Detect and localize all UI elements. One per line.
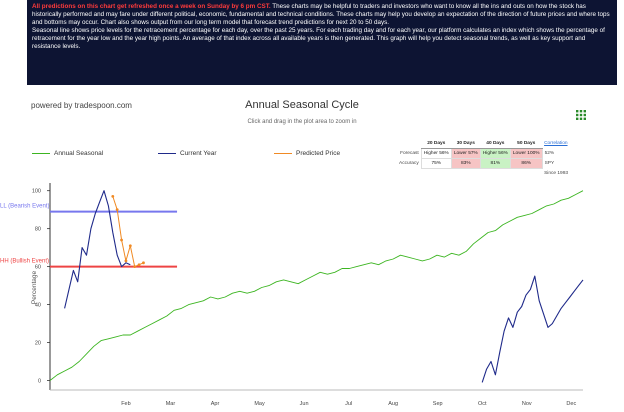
chart-legend: Annual Seasonal Current Year Predicted P… bbox=[30, 150, 390, 160]
x-tick-label: May bbox=[254, 401, 265, 407]
x-tick-label: Jun bbox=[300, 401, 309, 407]
predicted-price-point bbox=[124, 259, 128, 263]
forecast-extra: SPY bbox=[544, 161, 555, 166]
forecast-cell: 81% bbox=[479, 158, 511, 169]
banner-highlight: All predictions on this chart get refres… bbox=[32, 3, 271, 10]
forecast-row-label: Forecast bbox=[400, 151, 419, 156]
bearish-event-label: LL (Bearish Event) bbox=[0, 204, 49, 210]
correlation-link: Correlation bbox=[544, 141, 568, 147]
predicted-price-point bbox=[142, 261, 145, 265]
powered-by-label: powered by tradespoon.com bbox=[31, 101, 132, 110]
forecast-table: 20 Days 30 Days 40 Days 50 Days Correlation F… bbox=[397, 139, 570, 178]
legend-item-predicted[interactable]: Predicted Price bbox=[274, 150, 340, 157]
chart-title: Annual Seasonal Cycle bbox=[245, 99, 359, 111]
banner-text-1: These charts may be helpful to traders a… bbox=[32, 3, 610, 26]
legend-label-predicted: Predicted Price bbox=[296, 150, 341, 157]
x-tick-label: Aug bbox=[388, 401, 398, 407]
predicted-price-point bbox=[128, 244, 132, 248]
x-tick-label: Nov bbox=[522, 401, 532, 407]
forecast-cell: 75% bbox=[420, 158, 452, 169]
current-year-line bbox=[64, 190, 131, 309]
y-tick-label: 60 bbox=[35, 265, 41, 271]
chart-subtitle: Click and drag in the plot area to zoom … bbox=[247, 119, 357, 125]
predicted-price-point bbox=[137, 263, 141, 267]
predicted-price-point bbox=[115, 208, 119, 212]
x-tick-label: Mar bbox=[166, 401, 176, 407]
x-tick-label: Dec bbox=[566, 401, 576, 407]
x-tick-label: Sep bbox=[433, 401, 443, 407]
forecast-row-label: Accuracy bbox=[399, 161, 419, 166]
chart-menu-icon[interactable] bbox=[576, 110, 586, 120]
legend-item-seasonal[interactable]: Annual Seasonal bbox=[32, 150, 103, 157]
banner-text-2: Seasonal line shows price levels for the… bbox=[32, 27, 605, 50]
legend-label-current-year: Current Year bbox=[180, 150, 217, 157]
y-tick-label: 80 bbox=[35, 227, 41, 233]
info-banner: All predictions on this chart get refres… bbox=[27, 0, 617, 85]
bullish-event-label: HH (Bullish Event) bbox=[0, 259, 49, 265]
legend-item-current-year[interactable]: Current Year bbox=[158, 150, 217, 157]
y-tick-label: 40 bbox=[35, 303, 41, 309]
y-tick-label: 100 bbox=[32, 189, 41, 195]
y-axis-title: Percentage bbox=[31, 270, 38, 304]
y-tick-label: 0 bbox=[38, 379, 41, 385]
seasonal-line bbox=[49, 190, 584, 381]
current-year-line bbox=[481, 275, 584, 383]
x-tick-label: Oct bbox=[478, 401, 487, 407]
predicted-price-point bbox=[111, 194, 115, 198]
x-tick-label: Apr bbox=[211, 401, 220, 407]
legend-label-seasonal: Annual Seasonal bbox=[54, 150, 104, 157]
predicted-price-point bbox=[120, 238, 123, 242]
forecast-cell: 86% bbox=[509, 158, 543, 169]
forecast-extra: 52% bbox=[544, 151, 555, 156]
forecast-extra: Since 1993 bbox=[544, 170, 569, 176]
x-tick-label: Jul bbox=[345, 401, 352, 407]
predicted-price-point bbox=[133, 265, 137, 269]
x-tick-label: Feb bbox=[121, 401, 130, 407]
y-tick-label: 20 bbox=[35, 341, 41, 347]
